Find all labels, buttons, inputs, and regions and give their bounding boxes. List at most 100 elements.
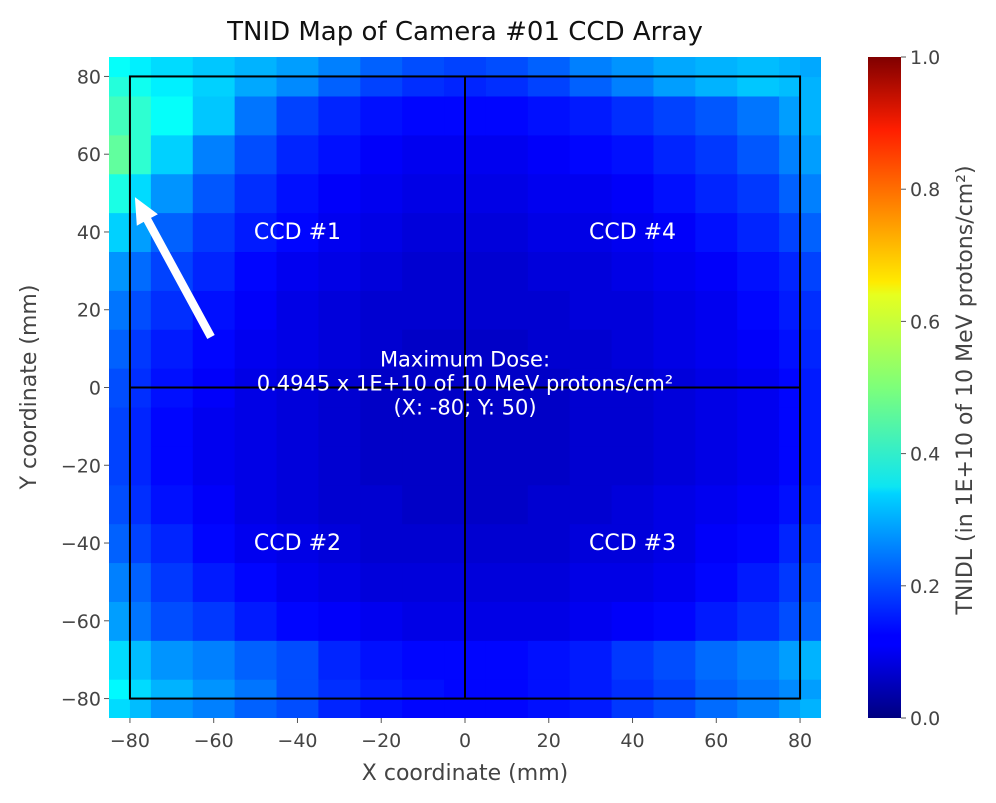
heatmap-cell [569,406,613,447]
heatmap-cell [653,445,696,486]
heatmap-cell [192,95,236,136]
heatmap-cell [779,406,801,447]
heatmap-cell [737,57,780,78]
heatmap-cell [695,679,738,700]
heatmap-cell [109,406,131,447]
heatmap-cell [276,484,320,525]
y-tick-label: 60 [77,144,101,166]
heatmap-cell [109,484,131,525]
heatmap-cell [695,212,738,253]
heatmap-cell [485,134,529,175]
heatmap-cell [129,57,152,78]
heatmap-cell [234,329,278,369]
heatmap-cell [276,251,320,291]
heatmap-cell [192,562,236,602]
heatmap-cell [402,562,445,602]
heatmap-cell [569,679,613,700]
heatmap-cell [653,698,696,718]
heatmap-cell [569,329,613,369]
colorbar-tick-label: 0.4 [910,444,940,466]
x-tick-label: −60 [194,730,234,752]
heatmap-cell [150,445,194,486]
heatmap-cell [109,601,131,641]
heatmap-cell [318,251,361,291]
heatmap-cell [276,640,320,680]
heatmap-cell [234,406,278,447]
heatmap-cell [737,134,780,175]
heatmap-cell [234,484,278,525]
heatmap-cell [611,95,655,136]
heatmap-cell [402,173,445,214]
heatmap-cell [109,173,131,214]
heatmap-cell [360,329,403,369]
heatmap-cell [192,329,236,369]
heatmap-cell [611,329,655,369]
heatmap-cell [569,173,613,214]
heatmap-cell [569,640,613,680]
heatmap-cell [737,76,780,97]
y-tick-label: 40 [77,222,101,244]
heatmap-cell [402,76,445,97]
heatmap-cell [779,679,801,700]
x-tick-label: 40 [620,730,644,752]
heatmap-cell [611,76,655,97]
heatmap-cell [109,290,131,330]
heatmap-cell [611,57,655,78]
heatmap-cell [737,212,780,253]
heatmap-cell [737,562,780,602]
heatmap-cell [611,601,655,641]
heatmap-cell [150,406,194,447]
heatmap-cell [234,679,278,700]
heatmap-cell [527,57,571,78]
heatmap-cell [527,640,571,680]
heatmap-cell [653,76,696,97]
heatmap-cell [129,329,152,369]
heatmap-cell [192,698,236,718]
heatmap-cell [109,445,131,486]
heatmap-cell [109,368,131,408]
heatmap-cell [800,134,821,175]
heatmap-cell [737,329,780,369]
heatmap-cell [611,290,655,330]
heatmap-cell [360,562,403,602]
heatmap-cell [527,445,571,486]
heatmap-cell [129,406,152,447]
heatmap-cell [569,57,613,78]
heatmap-cell [485,76,529,97]
heatmap-cell [695,406,738,447]
heatmap-cell [402,290,445,330]
heatmap-cell [360,679,403,700]
ccd-labels: CCD #1 CCD #4 CCD #2 CCD #3 [254,220,676,556]
heatmap-cell [150,484,194,525]
x-tick-label: 20 [537,730,561,752]
heatmap-cell [695,523,738,564]
heatmap-cell [402,640,445,680]
heatmap-cell [569,698,613,718]
heatmap-cell [234,601,278,641]
heatmap-cell [192,679,236,700]
heatmap-cell [611,698,655,718]
heatmap-cell [569,251,613,291]
x-tick-label: 80 [788,730,812,752]
heatmap-cell [611,406,655,447]
heatmap-cell [276,445,320,486]
heatmap-cell [527,406,571,447]
heatmap-cell [318,484,361,525]
heatmap-cell [527,698,571,718]
heatmap-cell [695,601,738,641]
heatmap-cell [800,562,821,602]
heatmap-cell [569,484,613,525]
heatmap-cell [109,640,131,680]
heatmap-cell [779,251,801,291]
heatmap-cell [402,484,445,525]
x-axis-label: X coordinate (mm) [362,761,568,786]
heatmap-cell [569,212,613,253]
heatmap-cell [485,698,529,718]
arrow-shape [134,197,215,339]
heatmap-cell [569,445,613,486]
heatmap-cell [402,134,445,175]
heatmap-cell [234,523,278,564]
heatmap-cell [653,212,696,253]
heatmap-cell [527,95,571,136]
heatmap-cell [527,173,571,214]
